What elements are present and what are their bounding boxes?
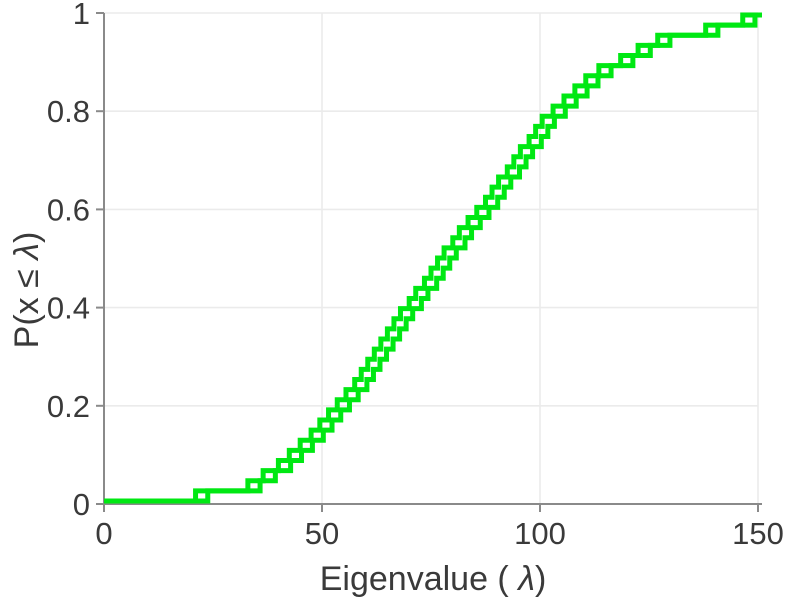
axis-layer bbox=[96, 12, 762, 512]
x-axis-label-text: Eigenvalue ( bbox=[320, 560, 518, 598]
x-tick-label: 150 bbox=[732, 516, 784, 551]
x-tick-label: 100 bbox=[514, 516, 566, 551]
ecdf-series-2-curve bbox=[104, 12, 762, 504]
ecdf-series-1-curve bbox=[104, 12, 762, 504]
curve-layer bbox=[104, 12, 762, 504]
x-tick-label: 0 bbox=[95, 516, 112, 551]
y-axis-label: P(x ≤ λ) bbox=[8, 232, 46, 349]
y-axis-label-text: P(x ≤ bbox=[8, 260, 46, 349]
tick-label-layer: 0 50 100 150 0 0.2 0.4 0.6 0.8 1 bbox=[47, 0, 784, 551]
x-axis-label-close: ) bbox=[535, 560, 546, 598]
y-tick-label: 0 bbox=[73, 487, 90, 522]
lambda-symbol: λ bbox=[516, 560, 535, 598]
y-tick-label: 0.4 bbox=[47, 291, 90, 326]
lambda-symbol: λ bbox=[8, 243, 46, 262]
grid-layer bbox=[104, 12, 759, 504]
y-tick-label: 0.2 bbox=[47, 389, 90, 424]
x-tick-label: 50 bbox=[305, 516, 339, 551]
y-tick-label: 1 bbox=[73, 0, 90, 31]
y-tick-label: 0.6 bbox=[47, 192, 90, 227]
x-axis-label: Eigenvalue ( λ) bbox=[320, 560, 547, 598]
y-tick-label: 0.8 bbox=[47, 94, 90, 129]
y-axis-label-close: ) bbox=[8, 232, 46, 243]
